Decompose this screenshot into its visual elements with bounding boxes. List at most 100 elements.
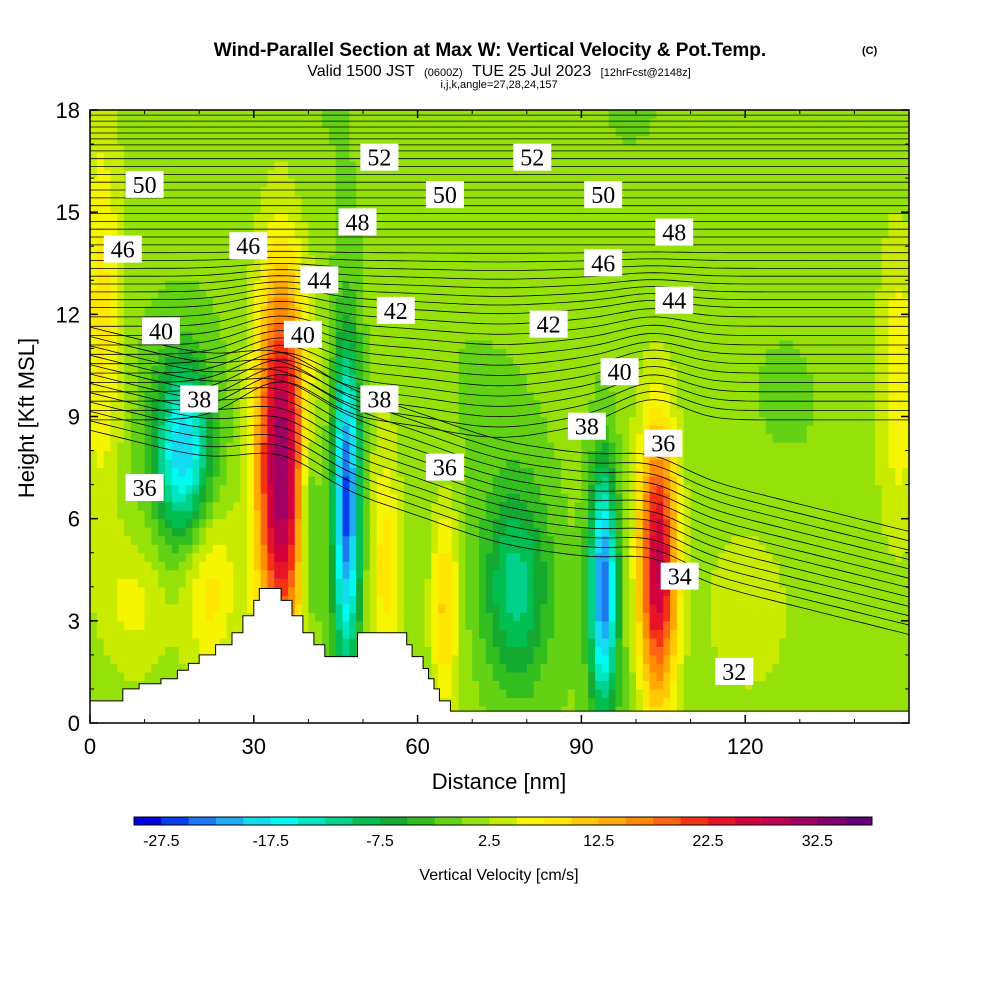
velocity-cell — [554, 646, 562, 656]
velocity-cell — [588, 637, 596, 647]
velocity-cell — [308, 476, 316, 486]
velocity-cell — [833, 373, 842, 384]
velocity-cell — [499, 407, 507, 418]
velocity-cell — [574, 407, 582, 418]
subtitle-zulu: (0600Z) — [424, 67, 463, 79]
velocity-cell — [526, 442, 535, 452]
velocity-cell — [451, 671, 460, 682]
velocity-cell — [752, 467, 760, 477]
velocity-cell — [533, 586, 542, 596]
velocity-cell — [117, 586, 125, 596]
velocity-cell — [369, 433, 378, 443]
velocity-cell — [124, 442, 132, 452]
velocity-cell — [704, 399, 712, 409]
velocity-cell — [881, 450, 890, 460]
velocity-cell — [567, 569, 576, 579]
velocity-cell — [554, 586, 562, 596]
velocity-cell — [519, 569, 528, 579]
velocity-cell — [124, 637, 132, 647]
velocity-cell — [779, 646, 787, 656]
velocity-cell — [137, 561, 146, 571]
velocity-cell — [90, 390, 98, 401]
velocity-cell — [240, 527, 248, 537]
velocity-cell — [178, 416, 187, 426]
velocity-cell — [642, 373, 651, 384]
velocity-cell — [431, 493, 439, 503]
velocity-cell — [103, 620, 112, 630]
velocity-cell — [676, 399, 685, 409]
velocity-cell — [485, 603, 494, 613]
velocity-cell — [513, 654, 521, 664]
velocity-cell — [704, 663, 712, 673]
velocity-cell — [615, 382, 623, 392]
velocity-cell — [465, 646, 473, 656]
velocity-cell — [827, 527, 835, 537]
velocity-cell — [704, 620, 712, 630]
velocity-cell — [178, 476, 187, 486]
velocity-cell — [171, 484, 180, 494]
velocity-cell — [417, 493, 426, 503]
velocity-cell — [902, 578, 909, 588]
velocity-cell — [868, 637, 876, 647]
velocity-cell — [424, 578, 432, 588]
velocity-cell — [526, 416, 535, 426]
velocity-cell — [642, 390, 651, 401]
velocity-cell — [560, 501, 569, 511]
velocity-cell — [854, 407, 862, 418]
velocity-cell — [369, 552, 378, 562]
velocity-cell — [417, 433, 426, 443]
velocity-cell — [752, 527, 760, 537]
velocity-cell — [601, 569, 610, 579]
velocity-cell — [670, 544, 678, 554]
velocity-cell — [96, 612, 105, 622]
velocity-cell — [465, 450, 473, 460]
velocity-cell — [267, 450, 275, 460]
velocity-cell — [137, 527, 146, 537]
velocity-cell — [881, 697, 890, 707]
velocity-cell — [376, 407, 385, 418]
velocity-cell — [424, 544, 432, 554]
velocity-cell — [369, 425, 378, 435]
velocity-cell — [206, 561, 214, 571]
velocity-cell — [840, 467, 849, 477]
velocity-cell — [410, 518, 419, 528]
velocity-cell — [895, 612, 903, 622]
velocity-cell — [567, 399, 576, 409]
velocity-cell — [697, 442, 705, 452]
velocity-cell — [560, 620, 569, 630]
velocity-cell — [697, 544, 705, 554]
velocity-cell — [103, 450, 112, 460]
velocity-cell — [376, 365, 385, 375]
velocity-cell — [629, 663, 637, 673]
velocity-cell — [772, 561, 780, 571]
velocity-cell — [649, 493, 658, 503]
velocity-cell — [704, 425, 712, 435]
velocity-cell — [540, 416, 548, 426]
velocity-cell — [424, 586, 432, 596]
velocity-cell — [806, 501, 815, 511]
velocity-cell — [103, 416, 112, 426]
velocity-cell — [192, 612, 200, 622]
velocity-cell — [178, 450, 187, 460]
velocity-cell — [636, 382, 644, 392]
velocity-cell — [287, 390, 296, 401]
velocity-cell — [212, 595, 221, 605]
velocity-cell — [233, 620, 241, 630]
velocity-cell — [356, 620, 364, 630]
velocity-cell — [438, 390, 446, 401]
velocity-cell — [158, 637, 166, 647]
velocity-cell — [124, 365, 132, 375]
velocity-cell — [103, 501, 112, 511]
velocity-cell — [137, 569, 146, 579]
velocity-cell — [499, 425, 507, 435]
velocity-cell — [683, 484, 692, 494]
velocity-cell — [171, 663, 180, 673]
velocity-cell — [711, 680, 719, 690]
velocity-cell — [629, 578, 637, 588]
velocity-cell — [171, 518, 180, 528]
velocity-cell — [833, 399, 842, 409]
velocity-cell — [717, 459, 726, 469]
velocity-cell — [376, 484, 385, 494]
velocity-cell — [813, 527, 821, 537]
velocity-cell — [383, 510, 391, 520]
